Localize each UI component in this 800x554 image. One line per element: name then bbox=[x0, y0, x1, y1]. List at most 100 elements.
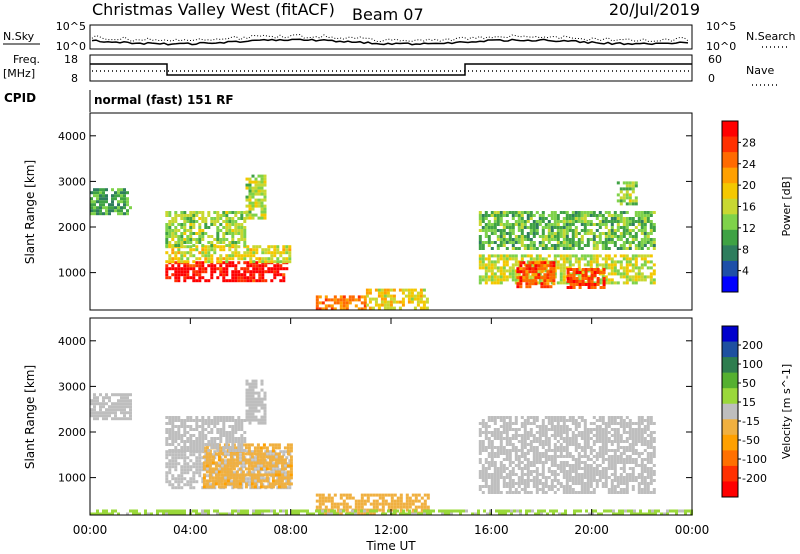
velocity-panel: 1000 2000 3000 4000 00:00 04:00 08:00 12:00 16:… bbox=[23, 317, 709, 553]
power-colorbar: 4 8 12 16 20 24 28 Power [dB] bbox=[721, 120, 793, 293]
velocity-ylabel: Slant Range [km] bbox=[23, 365, 37, 469]
colorbar-tick-label: -50 bbox=[742, 434, 760, 447]
colorbar-tick-label: -100 bbox=[742, 453, 767, 466]
colorbar-tick-label: 4 bbox=[742, 265, 749, 278]
xtick-label: 08:00 bbox=[273, 523, 308, 537]
velocity-colorbar: 200 100 50 15 -15 -50 -100 -200 Velocity [m s^-1… bbox=[721, 325, 793, 498]
colorbar-tick-label: 200 bbox=[742, 339, 763, 352]
colorbar-swatch bbox=[722, 152, 738, 169]
freq-panel: Freq. [MHz] 18 8 60 0 Nave bbox=[3, 53, 780, 86]
ytick-label: 1000 bbox=[58, 472, 86, 485]
colorbar-swatch bbox=[722, 388, 738, 405]
colorbar-tick-label: 20 bbox=[742, 179, 756, 192]
power-panel-frame bbox=[89, 112, 693, 311]
colorbar-tick-label: 16 bbox=[742, 201, 756, 214]
colorbar-swatch bbox=[722, 465, 738, 482]
noise-tick-low-left: 10^0 bbox=[56, 40, 86, 53]
colorbar-frame bbox=[721, 325, 739, 498]
colorbar-tick-label: -200 bbox=[742, 472, 767, 485]
colorbar-swatch bbox=[722, 121, 738, 138]
colorbar-swatch bbox=[722, 229, 738, 246]
echo-region bbox=[245, 174, 267, 220]
colorbar-tick-label: -15 bbox=[742, 415, 760, 428]
ytick-label: 4000 bbox=[58, 130, 86, 143]
velocity-echo-layer bbox=[90, 379, 693, 516]
colorbar-swatch bbox=[722, 419, 738, 436]
nsearch-label: N.Search bbox=[746, 30, 796, 43]
echo-region bbox=[245, 379, 267, 425]
cpid-label: CPID bbox=[4, 91, 36, 105]
noise-tick-high-right: 10^5 bbox=[706, 20, 736, 33]
colorbar-swatch bbox=[722, 276, 738, 293]
colorbar-label: Power [dB] bbox=[780, 177, 793, 237]
echo-region bbox=[165, 245, 292, 264]
colorbar-swatch bbox=[722, 198, 738, 215]
xtick-label: 20:00 bbox=[574, 523, 609, 537]
colorbar-swatch bbox=[722, 341, 738, 358]
power-ylabel: Slant Range [km] bbox=[23, 160, 37, 264]
power-yticks: 1000 2000 3000 4000 bbox=[58, 130, 692, 280]
nsky-series bbox=[91, 38, 689, 46]
colorbar-swatch bbox=[722, 136, 738, 153]
colorbar-tick-label: 15 bbox=[742, 396, 756, 409]
echo-region bbox=[90, 509, 693, 516]
ytick-label: 2000 bbox=[58, 426, 86, 439]
echo-region bbox=[478, 211, 656, 250]
colorbar-swatch bbox=[722, 450, 738, 467]
noise-tick-low-right: 10^0 bbox=[706, 40, 736, 53]
colorbar-tick-label: 28 bbox=[742, 136, 756, 149]
power-panel: 1000 2000 3000 4000 Slant Range [km] bbox=[23, 112, 693, 311]
nsearch-series bbox=[91, 33, 689, 43]
time-xticks: 00:00 04:00 08:00 12:00 16:00 20:00 00:00 bbox=[73, 318, 709, 537]
colorbar-swatch bbox=[722, 183, 738, 200]
ytick-label: 3000 bbox=[58, 380, 86, 393]
echo-region bbox=[516, 261, 556, 289]
colorbar-tick-label: 50 bbox=[742, 377, 756, 390]
colorbar-swatch bbox=[722, 372, 738, 389]
echo-region bbox=[90, 393, 132, 421]
xtick-label: 04:00 bbox=[173, 523, 208, 537]
cpid-text: normal (fast) 151 RF bbox=[94, 93, 234, 107]
ytick-label: 4000 bbox=[58, 335, 86, 348]
noise-panel-frame bbox=[89, 24, 693, 50]
colorbar-swatch bbox=[722, 434, 738, 451]
nsky-label: N.Sky bbox=[3, 30, 35, 43]
nave-label: Nave bbox=[746, 64, 774, 77]
station-title: Christmas Valley West (fitACF) bbox=[92, 0, 335, 19]
freq-unit: [MHz] bbox=[3, 67, 35, 80]
freq-tick-low: 8 bbox=[71, 72, 78, 85]
echo-region bbox=[165, 261, 289, 283]
colorbar-tick-label: 100 bbox=[742, 358, 763, 371]
power-echo-layer bbox=[90, 174, 656, 311]
echo-region bbox=[566, 268, 606, 289]
freq-tick-high: 18 bbox=[64, 53, 78, 66]
echo-region bbox=[616, 181, 638, 206]
colorbar-tick-label: 8 bbox=[742, 243, 749, 256]
colorbar-swatch bbox=[722, 481, 738, 498]
colorbar-swatch bbox=[722, 260, 738, 277]
xtick-label: 00:00 bbox=[73, 523, 108, 537]
ytick-label: 3000 bbox=[58, 175, 86, 188]
echo-region bbox=[165, 416, 247, 452]
xtick-label: 12:00 bbox=[374, 523, 409, 537]
beam-label: Beam 07 bbox=[352, 5, 424, 24]
time-xlabel: Time UT bbox=[365, 539, 416, 553]
ytick-label: 2000 bbox=[58, 221, 86, 234]
nave-tick-low: 0 bbox=[708, 72, 715, 85]
echo-region bbox=[315, 295, 367, 311]
freq-series bbox=[90, 63, 692, 76]
noise-panel: N.Sky 10^5 10^0 10^5 10^0 N.Search bbox=[3, 20, 796, 53]
echo-region bbox=[365, 288, 429, 310]
colorbar-swatch bbox=[722, 357, 738, 374]
colorbar-tick-label: 12 bbox=[742, 222, 756, 235]
echo-region bbox=[478, 416, 656, 494]
noise-tick-high-left: 10^5 bbox=[56, 20, 86, 33]
colorbar-swatch bbox=[722, 167, 738, 184]
colorbar-swatch bbox=[722, 245, 738, 262]
colorbar-swatch bbox=[722, 403, 738, 420]
velocity-yticks: 1000 2000 3000 4000 bbox=[58, 335, 692, 485]
freq-panel-frame bbox=[89, 54, 693, 82]
date-label: 20/Jul/2019 bbox=[609, 0, 700, 19]
colorbar-swatch bbox=[722, 326, 738, 343]
